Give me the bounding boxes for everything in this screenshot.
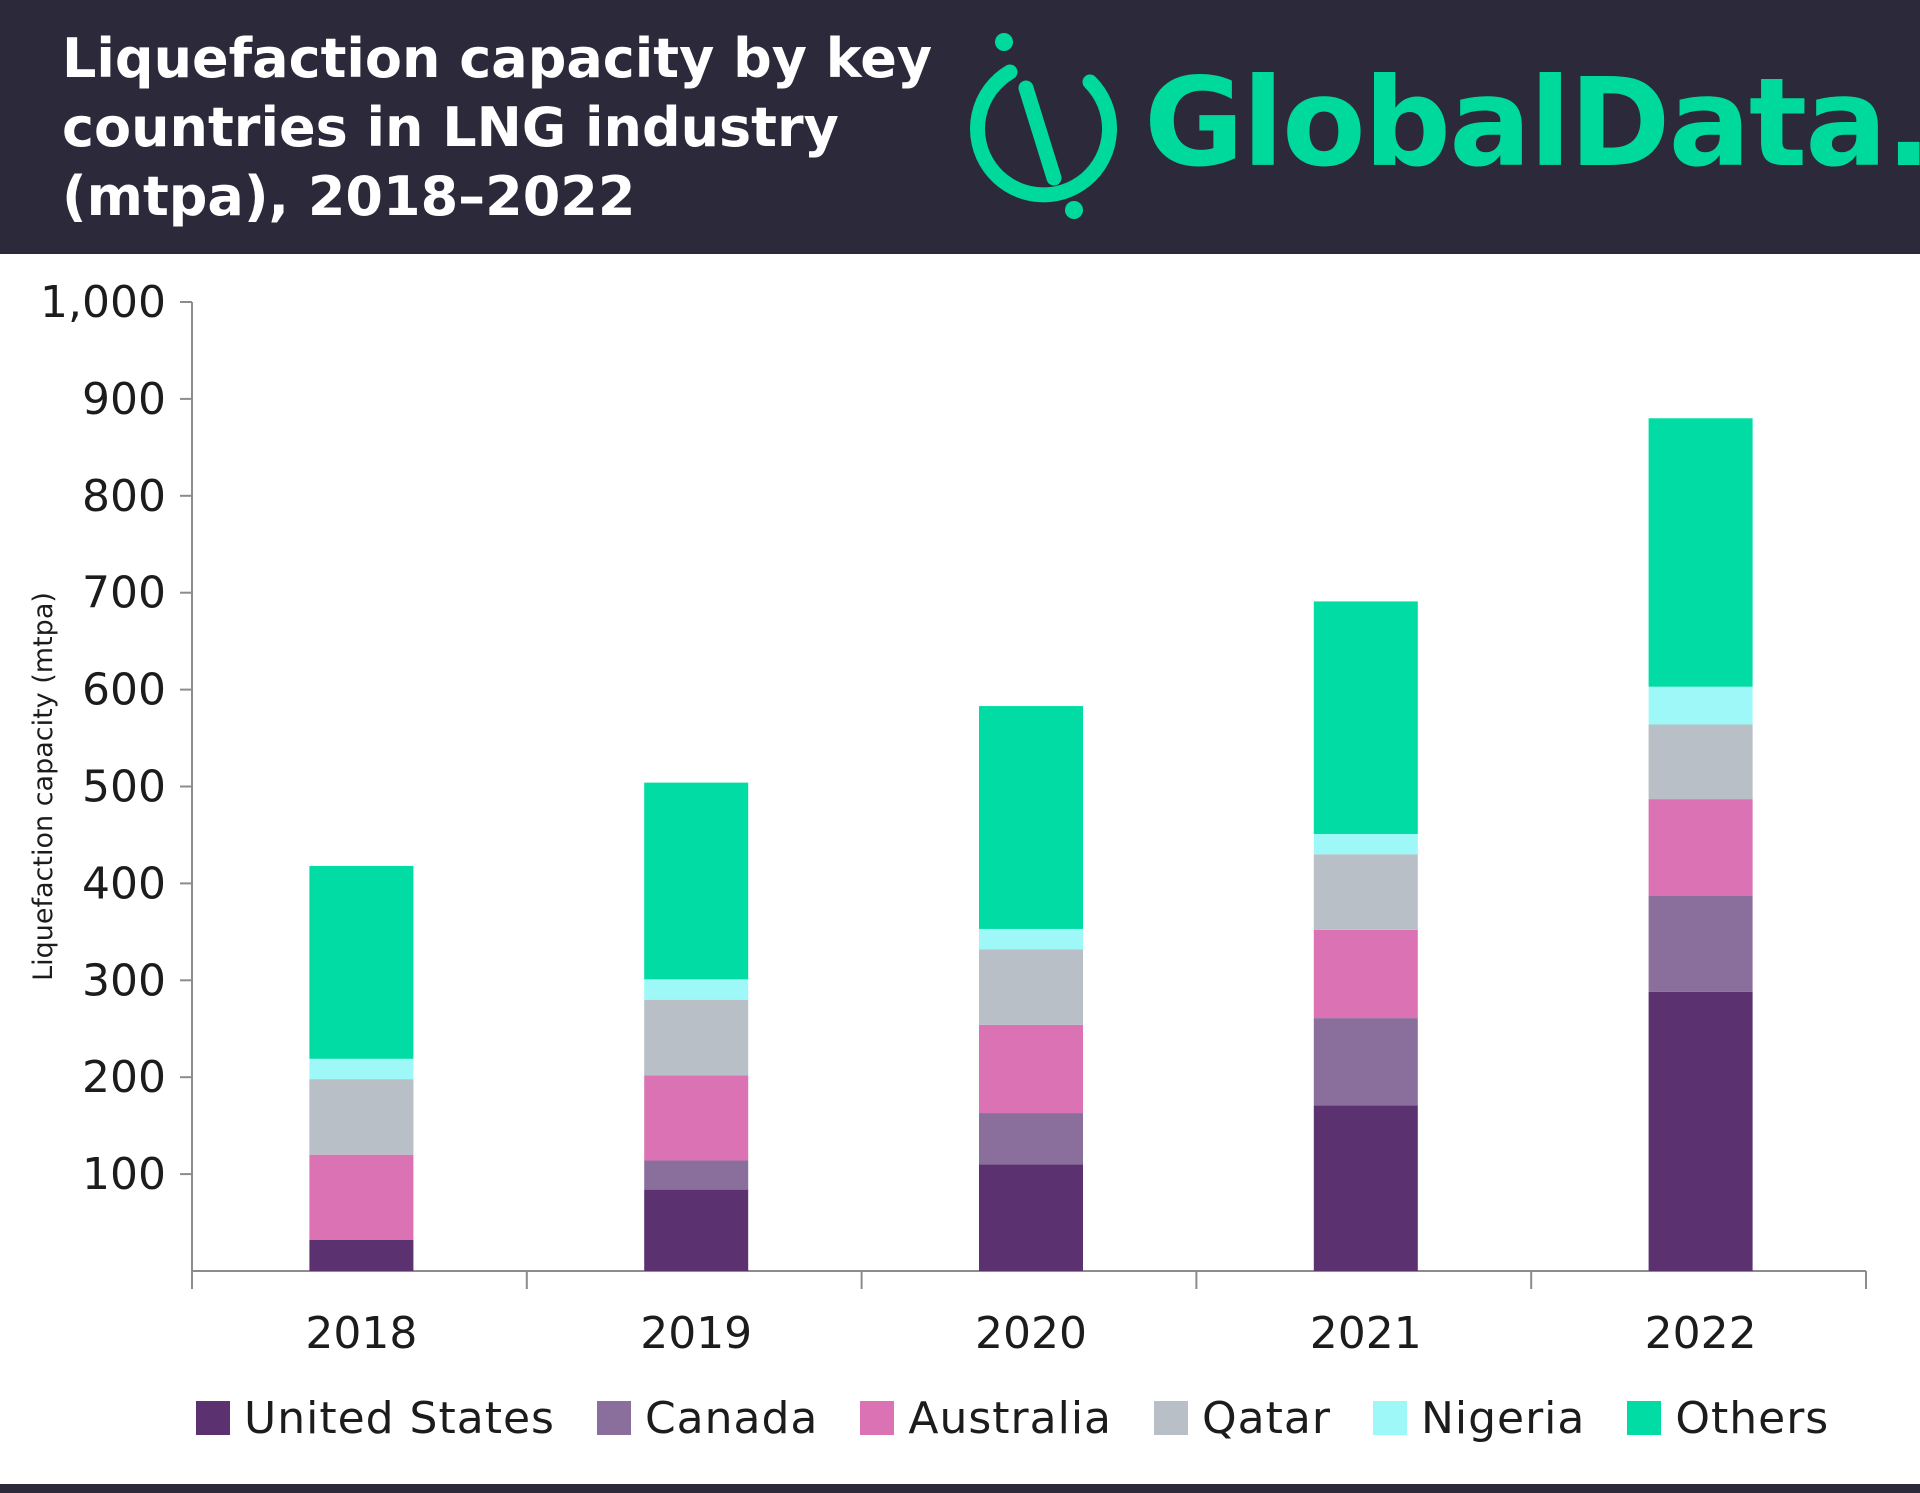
bar-segment [644,782,749,980]
legend-swatch [596,1401,631,1435]
y-tick-label: 400 [82,858,166,909]
y-tick-label: 300 [82,955,166,1006]
legend-label: United States [244,1392,555,1444]
footer-bar [0,1484,1920,1493]
bar-segment [979,1164,1083,1271]
bar-segment [1648,799,1753,896]
bar-segment [979,706,1083,929]
legend-item: Nigeria [1372,1392,1586,1444]
bar-segment [1313,854,1418,930]
legend-label: Australia [908,1392,1113,1444]
bar-segment [1648,895,1753,992]
bar-segment [309,1239,414,1271]
logo-wordmark: GlobalData. [1144,52,1920,194]
y-tick-label: 700 [82,568,166,619]
legend-swatch [860,1401,895,1435]
stacked-bar-chart: 100 200 300 400 500 600 700 800 900 1,000 Liquefac… [28,277,1867,1359]
x-tick-label: 2019 [640,1308,752,1359]
bar-segment [644,1160,749,1190]
y-tick-label: 800 [82,471,166,522]
bar-segment [1648,418,1753,687]
bar-segment [1313,929,1418,1019]
bar-segment [1313,1105,1418,1271]
bar-segment [309,865,414,1059]
bar-segment [644,1189,749,1271]
bar-segment [644,979,749,1000]
x-tick-label: 2021 [1310,1308,1422,1359]
y-tick-label: 200 [82,1052,166,1103]
legend-swatch [196,1401,230,1435]
y-tick-label: 900 [82,374,166,425]
bar-segment [644,999,749,1076]
bar-segment [644,1075,749,1161]
legend-item: Canada [596,1392,819,1444]
legend-item: Qatar [1154,1393,1331,1444]
legend-swatch [1627,1401,1662,1435]
bar-segment [979,1024,1083,1114]
legend-label: Qatar [1202,1392,1331,1444]
bar-segment [979,949,1083,1025]
bar-segment [979,1113,1083,1165]
legend-label: Others [1675,1392,1830,1444]
header: Liquefaction capacity by key countries i… [0,0,1920,254]
legend-item: Australia [860,1393,1112,1444]
chart-title: Liquefaction capacity by key countries i… [62,27,933,228]
y-axis-label: Liquefaction capacity (mtpa) [28,592,59,981]
y-tick-label: 1,000 [40,277,166,328]
x-tick-label: 2018 [305,1308,417,1359]
legend-swatch [1372,1401,1407,1435]
bar-segment [1313,833,1418,855]
x-tick-label: 2022 [1645,1308,1757,1359]
bar-segment [309,1058,414,1080]
x-tick-label: 2020 [975,1308,1087,1359]
y-tick-label: 500 [82,762,166,813]
legend: United States Canada Australia Qatar Nigeria… [196,1388,1871,1448]
bar-segment [1648,724,1753,800]
legend-item: Others [1627,1393,1829,1444]
bar-segment [1313,601,1418,834]
bar-segment [1313,1018,1418,1106]
y-tick-label: 100 [82,1149,166,1200]
globaldata-logo: GlobalData. [958,28,1920,228]
bar-segment [309,1079,414,1155]
legend-swatch [1154,1401,1189,1435]
bar-segment [1648,686,1753,725]
bar-segment [979,928,1083,950]
bar-segment [1648,991,1753,1271]
legend-item: United States [196,1393,555,1444]
legend-label: Canada [644,1392,819,1444]
legend-label: Nigeria [1420,1392,1586,1444]
bar-segment [309,1154,414,1240]
globaldata-logo-icon [970,33,1117,219]
y-tick-label: 600 [82,665,166,716]
